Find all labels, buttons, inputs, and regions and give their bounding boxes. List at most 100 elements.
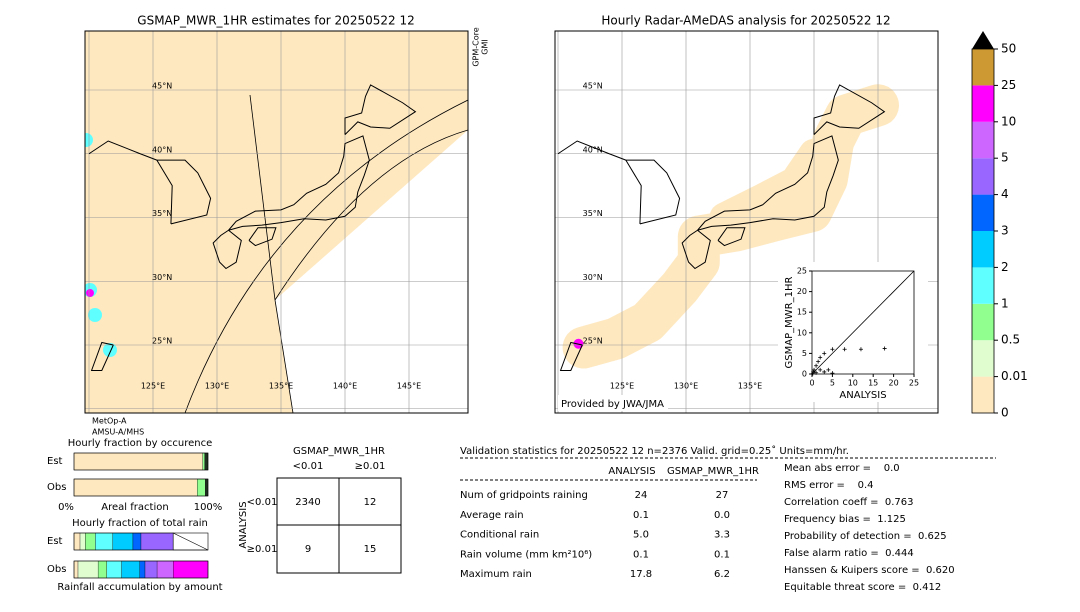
credit-bg bbox=[558, 395, 668, 411]
fraction-segment bbox=[144, 560, 158, 579]
point bbox=[882, 346, 887, 351]
label: 25 bbox=[909, 379, 919, 388]
label: 0.1 bbox=[633, 510, 649, 521]
label: Correlation coeff = 0.763 bbox=[784, 497, 914, 508]
label: 125°E bbox=[610, 382, 634, 391]
label: 0 bbox=[802, 370, 807, 379]
coastline bbox=[344, 84, 417, 135]
fraction-segment bbox=[197, 478, 206, 497]
label: 0% bbox=[58, 502, 74, 513]
rain-patch bbox=[88, 308, 102, 322]
label: 40°N bbox=[152, 145, 172, 154]
label: 9 bbox=[305, 544, 311, 555]
label: 40°N bbox=[583, 145, 603, 154]
label: Mean abs error = 0.0 bbox=[784, 463, 900, 474]
label: ≥0.01 bbox=[355, 461, 386, 472]
label: 15 bbox=[797, 308, 807, 317]
label: 25 bbox=[797, 267, 807, 276]
coastline bbox=[717, 227, 746, 247]
label: 10 bbox=[1001, 114, 1016, 128]
map-frame bbox=[84, 30, 469, 414]
label: 25 bbox=[1001, 78, 1016, 92]
colorbar-bin bbox=[972, 340, 994, 377]
label: ANALYSIS bbox=[238, 501, 249, 548]
label: 0 bbox=[1001, 406, 1009, 420]
label: 35°N bbox=[152, 209, 172, 218]
label: Hourly fraction by occurence bbox=[68, 438, 212, 449]
fraction-segment bbox=[173, 560, 209, 579]
fraction-segment bbox=[156, 560, 174, 579]
label: Equitable threat score = 0.412 bbox=[784, 582, 941, 593]
map-frame bbox=[554, 30, 939, 414]
label: Rainfall accumulation by amount bbox=[57, 582, 222, 593]
label: GSMAP_MWR_1HR bbox=[667, 466, 759, 477]
label: Provided by JWA/JMA bbox=[561, 399, 664, 410]
label: Frequency bias = 1.125 bbox=[784, 514, 906, 525]
label: 5 bbox=[1001, 151, 1009, 165]
label: 5 bbox=[802, 349, 807, 358]
left-map bbox=[84, 30, 469, 414]
label: 5.0 bbox=[633, 530, 649, 541]
label: False alarm ratio = 0.444 bbox=[784, 548, 914, 559]
label: Obs bbox=[47, 564, 66, 575]
label: 145°E bbox=[397, 382, 421, 391]
point bbox=[812, 367, 817, 372]
fraction-segment bbox=[121, 560, 140, 579]
label: Maximum rain bbox=[460, 569, 532, 580]
label: 15 bbox=[868, 379, 878, 388]
label: 20 bbox=[889, 379, 899, 388]
coastline bbox=[697, 135, 839, 231]
label: 30°N bbox=[152, 273, 172, 282]
point bbox=[818, 355, 823, 360]
label: 0.0 bbox=[714, 510, 730, 521]
label: GSMAP_MWR_1HR bbox=[784, 277, 795, 369]
label: Obs bbox=[47, 482, 66, 493]
fraction-segment bbox=[106, 560, 122, 579]
label: 100% bbox=[194, 502, 223, 513]
label: Conditional rain bbox=[460, 530, 539, 541]
fraction-segment bbox=[73, 478, 198, 497]
point bbox=[822, 351, 827, 356]
label: 130°E bbox=[674, 382, 698, 391]
fraction-segment bbox=[204, 452, 209, 471]
label: 130°E bbox=[205, 382, 229, 391]
coastline bbox=[559, 341, 583, 371]
label: AMSU-A/MHS bbox=[92, 428, 144, 437]
point bbox=[818, 367, 823, 372]
label: 0 bbox=[809, 379, 814, 388]
label: 0.1 bbox=[714, 549, 730, 560]
coastline bbox=[155, 159, 212, 225]
colorbar-extend bbox=[972, 31, 994, 49]
colorbar-bin bbox=[972, 267, 994, 304]
coastline bbox=[90, 341, 114, 371]
fraction-segment bbox=[79, 532, 86, 551]
coastline bbox=[88, 140, 158, 161]
label: 6.2 bbox=[714, 569, 730, 580]
fraction-segment bbox=[202, 452, 205, 471]
label: 10 bbox=[848, 379, 858, 388]
fraction-segment bbox=[112, 532, 134, 551]
label: GSMAP_MWR_1HR bbox=[293, 446, 385, 457]
label: 50 bbox=[1001, 42, 1016, 56]
label: 3.3 bbox=[714, 530, 730, 541]
label: ≥0.01 bbox=[247, 544, 278, 555]
label: 125°E bbox=[141, 382, 165, 391]
fraction-segment bbox=[132, 532, 142, 551]
coastline bbox=[228, 135, 370, 231]
coastline bbox=[557, 140, 627, 161]
label: 27 bbox=[716, 490, 729, 501]
label: 15 bbox=[364, 544, 377, 555]
label: 2340 bbox=[295, 497, 320, 508]
map-body bbox=[85, 31, 468, 413]
colorbar-bin bbox=[972, 231, 994, 268]
point bbox=[822, 369, 827, 374]
label: 45°N bbox=[152, 82, 172, 91]
bar-frame bbox=[73, 560, 209, 579]
label: 25°N bbox=[152, 337, 172, 346]
label: Validation statistics for 20250522 12 n=… bbox=[460, 445, 849, 457]
label: <0.01 bbox=[293, 461, 324, 472]
label: 25°N bbox=[583, 337, 603, 346]
colorbar-bin bbox=[972, 85, 994, 122]
swath-edge bbox=[184, 94, 468, 413]
label: 10 bbox=[797, 328, 807, 337]
